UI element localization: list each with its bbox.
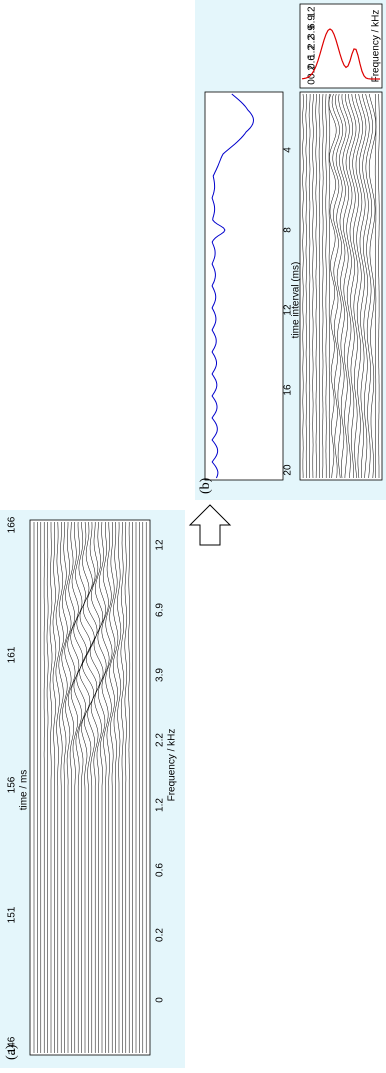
freq-tick-label: 2.2 — [155, 733, 166, 747]
x-axis-label: time interval (ms) — [291, 262, 302, 339]
freq-tick-label: 0.6 — [155, 863, 166, 877]
time-tick-label: 166 — [7, 516, 18, 533]
freq-tick-label: 0 — [155, 997, 166, 1003]
freq-tick-label: 6.9 — [155, 603, 166, 617]
time-tick-label: 8 — [283, 227, 294, 233]
freq-tick-label: 3.9 — [155, 668, 166, 682]
time-tick-label: 161 — [7, 646, 18, 663]
time-tick-label: 16 — [283, 384, 294, 396]
time-tick-label: 4 — [283, 147, 294, 153]
freq-tick-label: 12 — [155, 539, 166, 551]
time-tick-label: 156 — [7, 776, 18, 793]
time-tick-label: 12 — [283, 304, 294, 316]
y-axis-label: Frequency / kHz — [167, 729, 178, 802]
panel-label: (b) — [198, 477, 213, 494]
time-tick-label: 151 — [7, 906, 18, 923]
arrow — [190, 505, 230, 545]
panel-b-curve-frame — [205, 92, 283, 480]
freq-tick-label: 1.2 — [155, 798, 166, 812]
time-tick-label: 20 — [283, 464, 294, 476]
x-axis-label: time / ms — [19, 770, 30, 811]
freq-tick-label: 0.2 — [155, 928, 166, 942]
time-tick-label: 146 — [7, 1036, 18, 1053]
freq-tick-label: 0 — [307, 79, 318, 85]
y-axis-label: Frequency / kHz — [371, 10, 382, 83]
